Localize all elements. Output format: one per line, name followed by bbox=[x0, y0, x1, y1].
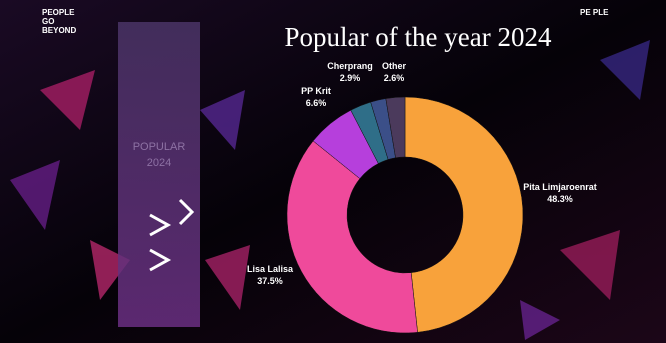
value-label: 2.9% bbox=[340, 73, 361, 83]
trophy bbox=[118, 22, 200, 327]
brand-left: BEYOND bbox=[42, 26, 76, 35]
value-label: 37.5% bbox=[257, 276, 283, 286]
trophy-text: POPULAR bbox=[133, 141, 186, 153]
brand-left: PEOPLE bbox=[42, 8, 75, 17]
value-label: 2.6% bbox=[384, 73, 405, 83]
slice-label: Other bbox=[382, 61, 407, 71]
value-label: 6.6% bbox=[306, 98, 327, 108]
trophy-arrows bbox=[149, 198, 195, 272]
slice-label: Cherprang bbox=[327, 61, 373, 71]
trophy-text: 2024 bbox=[147, 157, 171, 169]
donut-slice bbox=[286, 140, 418, 334]
donut-slice bbox=[385, 96, 406, 159]
plot: Pita Limjaroenrat 48.3% Lisa Lalisa 37.5% PP… bbox=[247, 61, 597, 334]
decor bbox=[10, 40, 650, 340]
brand-left: GO bbox=[42, 17, 54, 26]
value-label: 48.3% bbox=[547, 194, 573, 204]
slice-label: Lisa Lalisa bbox=[247, 264, 294, 274]
slice-label: PP Krit bbox=[301, 86, 331, 96]
donut-slice bbox=[404, 96, 524, 333]
brand-right: PE PLE bbox=[580, 8, 609, 17]
chart-title: Popular of the year 2024 bbox=[285, 22, 552, 52]
slice-label: Pita Limjaroenrat bbox=[523, 182, 597, 192]
